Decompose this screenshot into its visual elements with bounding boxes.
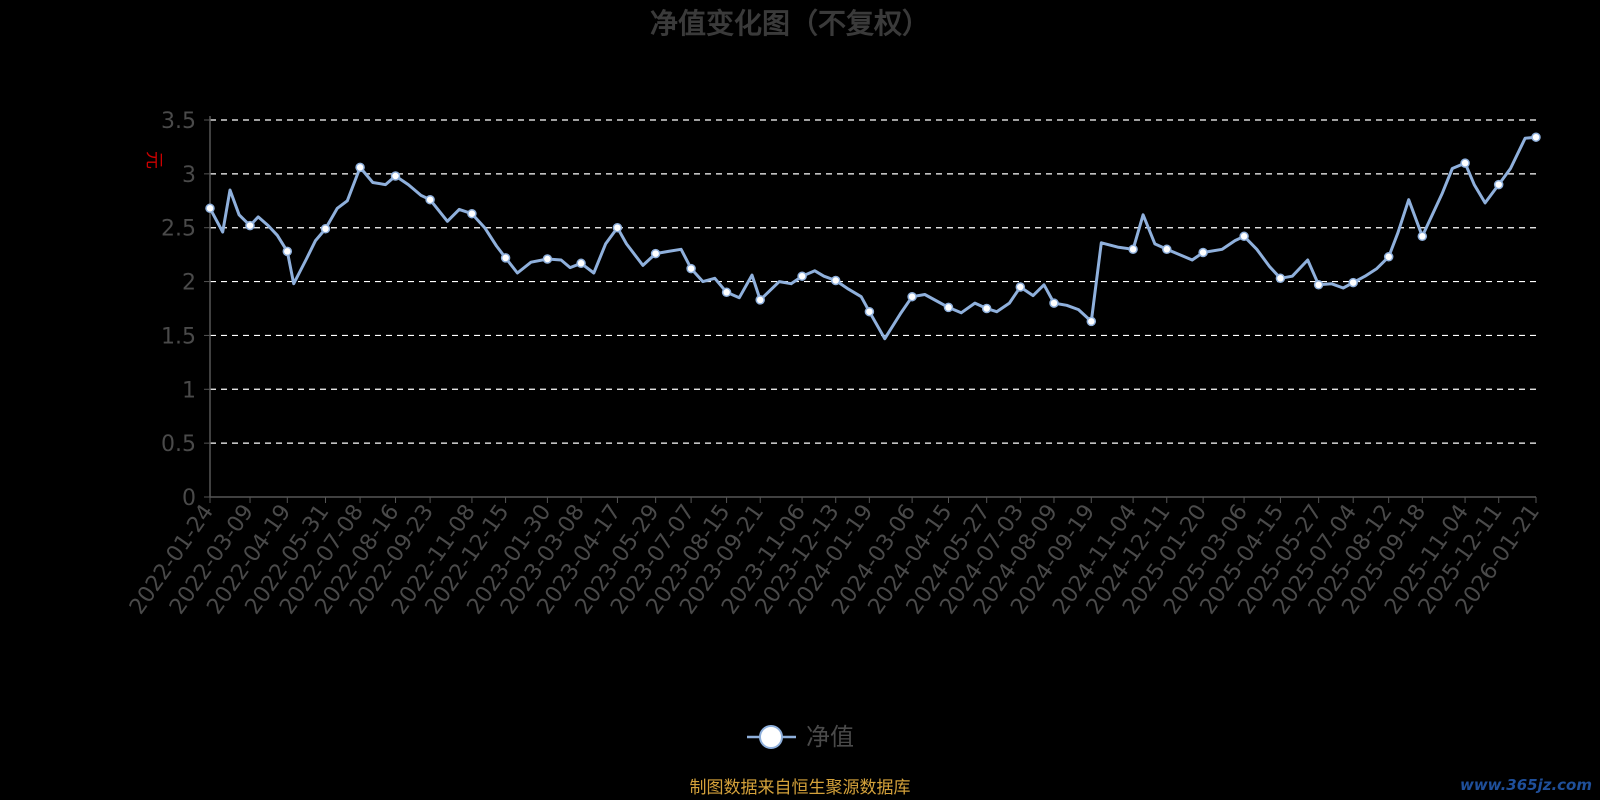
series-line — [208, 135, 1538, 341]
data-point — [1493, 179, 1504, 190]
y-tick-label: 3.5 — [161, 109, 196, 134]
data-point — [1275, 273, 1286, 284]
data-point — [576, 258, 586, 269]
legend[interactable]: 净值 — [747, 723, 854, 751]
y-axis-unit-label: 元 — [143, 151, 164, 169]
watermark-logo: www.365jz.com — [1460, 776, 1592, 794]
data-point — [650, 248, 661, 259]
x-axis-ticks: 2022-01-242022-03-092022-04-192022-05-31… — [125, 497, 1545, 619]
data-point — [797, 271, 807, 281]
data-point — [864, 306, 875, 317]
chart-title: 净值变化图（不复权） — [650, 7, 930, 40]
data-point — [1086, 316, 1097, 327]
data-point — [1460, 158, 1470, 168]
data-source-note: 制图数据来自恒生聚源数据库 — [690, 778, 911, 798]
y-tick-label: 0.5 — [161, 432, 196, 457]
data-point — [943, 302, 954, 313]
y-tick-label: 1.5 — [161, 324, 196, 349]
data-point — [282, 246, 293, 257]
y-tick-label: 2.5 — [161, 217, 196, 242]
y-tick-label: 3 — [182, 163, 196, 188]
data-point — [1313, 280, 1324, 290]
y-tick-label: 2 — [182, 271, 196, 296]
data-point — [425, 194, 435, 205]
data-point — [1198, 247, 1208, 258]
data-point — [1417, 231, 1428, 242]
data-point — [500, 253, 511, 263]
data-point — [1239, 231, 1249, 242]
data-point — [907, 291, 917, 302]
data-point — [1128, 244, 1138, 255]
y-tick-label: 0 — [182, 486, 196, 511]
data-point — [981, 303, 992, 314]
data-point — [755, 295, 765, 305]
data-point — [542, 254, 553, 264]
y-axis-ticks: 0 0.5 1 1.5 2 2.5 3 3.5 — [161, 109, 210, 511]
data-point — [612, 222, 623, 233]
legend-marker-symbol — [759, 725, 783, 749]
data-point — [355, 162, 365, 173]
data-point — [1531, 132, 1541, 142]
data-point — [205, 203, 215, 214]
data-point — [1049, 298, 1059, 308]
data-point — [1383, 252, 1394, 262]
data-point — [320, 224, 331, 234]
data-point — [467, 208, 477, 219]
axes — [209, 116, 1536, 498]
data-point — [1015, 282, 1026, 292]
data-point — [390, 171, 401, 181]
data-point — [245, 220, 255, 231]
data-point — [686, 263, 696, 274]
data-point — [1162, 244, 1172, 255]
y-tick-label: 1 — [182, 378, 196, 403]
data-point — [1348, 277, 1358, 288]
data-point — [830, 275, 841, 286]
series-nav — [205, 132, 1541, 341]
data-point — [721, 287, 732, 298]
legend-label: 净值 — [806, 723, 854, 751]
grid-lines — [210, 119, 1536, 444]
